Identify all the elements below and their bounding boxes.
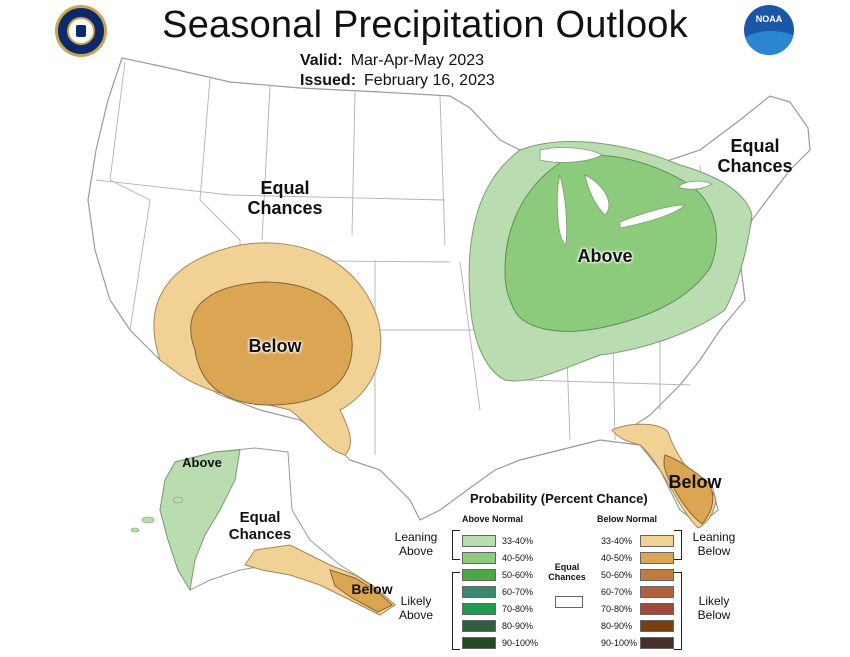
legend-above-swatch-0: [462, 535, 496, 547]
legend-likely-below-label: Likely Below: [697, 594, 731, 623]
legend-below-swatch-5: [640, 620, 674, 632]
legend-brace-likely-below: [674, 572, 682, 650]
legend-above-pct-1: 40-50%: [502, 553, 534, 563]
southwest-below-label: Below: [248, 336, 302, 356]
noaa-logo-text: NOAA: [755, 14, 783, 24]
legend-below-normal-header: Below Normal: [597, 514, 658, 524]
legend-below-swatch-2: [640, 569, 674, 581]
legend-equal-chances-swatch: [555, 596, 583, 608]
alaska-equal-chances-label: Equal Chances: [228, 509, 292, 543]
florida-moderate-below: [663, 454, 714, 525]
legend-above-pct-0: 33-40%: [502, 536, 534, 546]
legend-brace-likely-above: [452, 572, 460, 650]
legend-below-pct-2: 50-60%: [601, 570, 633, 580]
legend-below-swatch-0: [640, 535, 674, 547]
commerce-seal-icon: [55, 5, 107, 57]
legend-below-pct-5: 80-90%: [601, 621, 633, 631]
valid-label: Valid:: [300, 52, 343, 69]
page-title: Seasonal Precipitation Outlook: [162, 4, 688, 46]
legend-leaning-above-label: Leaning Above: [394, 530, 438, 559]
legend-above-swatch-5: [462, 620, 496, 632]
valid-value: Mar-Apr-May 2023: [350, 52, 485, 69]
legend-brace-leaning-above: [452, 530, 460, 560]
west-equal-chances-label: Equal Chances: [247, 178, 323, 219]
valid-line: Valid: Mar-Apr-May 2023: [300, 52, 484, 70]
legend-above-pct-6: 90-100%: [502, 638, 539, 648]
aleutian-islands: [130, 496, 184, 533]
alaska-leaning-above: [159, 449, 241, 592]
noaa-logo-icon: NOAA: [744, 5, 794, 55]
legend-likely-above-label: Likely Above: [398, 594, 434, 623]
legend-above-swatch-3: [462, 586, 496, 598]
legend-below-pct-3: 60-70%: [601, 587, 633, 597]
legend-above-swatch-2: [462, 569, 496, 581]
legend-above-swatch-1: [462, 552, 496, 564]
alaska-moderate-below: [329, 569, 393, 613]
legend-below-pct-1: 40-50%: [601, 553, 633, 563]
legend-brace-leaning-below: [674, 530, 682, 560]
legend-below-swatch-6: [640, 637, 674, 649]
legend-leaning-below-label: Leaning Below: [692, 530, 736, 559]
legend-title: Probability (Percent Chance): [470, 491, 648, 506]
alaska-above-label: Above: [182, 455, 222, 470]
below-moderate-inner: [190, 281, 353, 406]
legend-above-swatch-4: [462, 603, 496, 615]
legend-equal-chances-label: Equal Chances: [548, 562, 586, 583]
midwest-above-label: Above: [577, 246, 633, 266]
great-lakes: [539, 147, 713, 246]
issued-label: Issued:: [300, 72, 357, 89]
florida-below-label: Below: [668, 472, 722, 492]
legend-above-pct-4: 70-80%: [502, 604, 534, 614]
issued-value: February 16, 2023: [364, 72, 495, 89]
legend-above-swatch-6: [462, 637, 496, 649]
legend-above-pct-5: 80-90%: [502, 621, 534, 631]
legend-below-swatch-3: [640, 586, 674, 598]
legend-above-normal-header: Above Normal: [462, 514, 524, 524]
northeast-equal-chances-label: Equal Chances: [717, 136, 793, 177]
legend-below-pct-6: 90-100%: [601, 638, 638, 648]
alaska-below-label: Below: [351, 581, 393, 597]
legend-below-swatch-4: [640, 603, 674, 615]
legend-above-pct-3: 60-70%: [502, 587, 534, 597]
issued-line: Issued: February 16, 2023: [300, 72, 495, 90]
legend-below-pct-4: 70-80%: [601, 604, 633, 614]
legend-above-pct-2: 50-60%: [502, 570, 534, 580]
legend-below-swatch-1: [640, 552, 674, 564]
legend-below-pct-0: 33-40%: [601, 536, 633, 546]
